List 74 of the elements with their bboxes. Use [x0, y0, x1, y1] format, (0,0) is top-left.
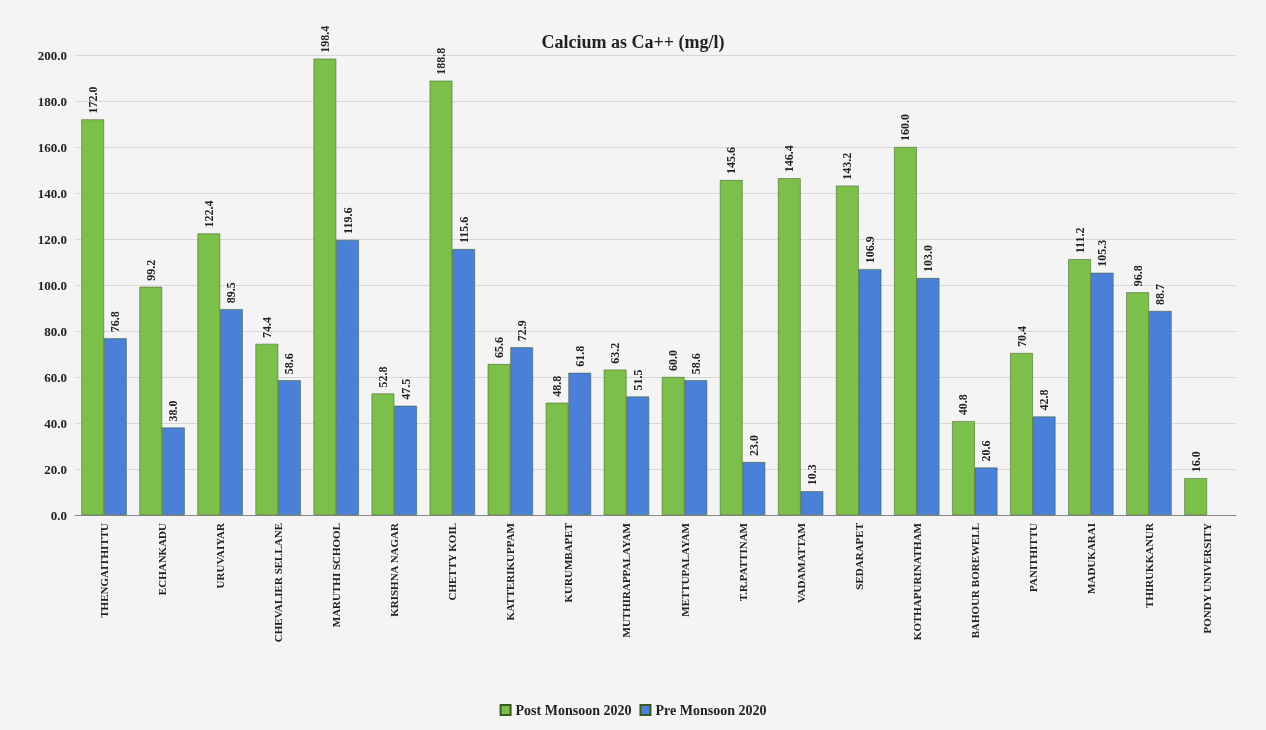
data-label: 99.2	[143, 259, 158, 281]
x-tick-label: BAHOUR BOREWELL	[968, 523, 981, 639]
x-tick-label: SEDARAPET	[852, 522, 865, 590]
x-tick-label: VADAMATTAM	[794, 522, 807, 604]
data-label: 20.6	[979, 440, 994, 462]
data-label: 23.0	[746, 435, 761, 457]
x-tick-label: MARUTHI SCHOOL	[330, 523, 343, 628]
x-tick-label: CHETTY KOIL	[446, 523, 459, 601]
x-tick-label: T.R.PATTINAM	[736, 522, 749, 602]
data-label: 65.6	[492, 337, 507, 359]
data-label: 106.9	[862, 236, 877, 264]
x-tick-label: PONDY UNIVERSITY	[1200, 522, 1213, 634]
data-label: 63.2	[608, 342, 623, 364]
data-label: 51.5	[630, 369, 645, 391]
x-tick-label: KURUMBAPET	[562, 522, 575, 603]
y-tick-label: 40.0	[44, 415, 67, 431]
x-tick-label: MUTHIRAPPALAYAM	[620, 522, 633, 638]
data-label: 72.9	[514, 320, 529, 342]
y-tick-label: 80.0	[44, 323, 67, 339]
data-label: 96.8	[1130, 265, 1145, 287]
data-label: 160.0	[898, 114, 913, 141]
data-label: 103.0	[921, 245, 936, 273]
y-tick-label: 180.0	[37, 93, 67, 109]
x-tick-label: THIRUKKANUR	[1142, 521, 1155, 608]
data-label: 188.8	[434, 47, 449, 75]
x-tick-label: KATTERIKUPPAM	[504, 522, 517, 621]
data-label: 60.0	[666, 350, 681, 371]
x-tick-label: PANITHITTU	[1026, 522, 1039, 592]
x-tick-label: KOTHAPURINATHAM	[910, 522, 923, 641]
x-tick-label: METTUPALAYAM	[678, 522, 691, 617]
data-label: 58.6	[688, 353, 703, 375]
x-tick-label: THENGAITHITTU	[98, 522, 111, 618]
data-label: 48.8	[550, 375, 565, 397]
data-label: 89.5	[224, 282, 239, 304]
chart-title: Calcium as Ca++ (mg/l)	[541, 32, 725, 53]
y-tick-label: 20.0	[44, 461, 67, 477]
bar	[1184, 478, 1207, 515]
data-label: 40.8	[956, 394, 971, 416]
y-tick-label: 140.0	[37, 185, 67, 201]
data-label: 76.8	[108, 311, 123, 333]
x-tick-label: ECHANKADU	[156, 522, 169, 596]
x-tick-label: CHEVALIER SELLANE	[272, 523, 285, 643]
legend-label: Pre Monsoon 2020	[655, 702, 767, 718]
y-tick-label: 120.0	[37, 231, 67, 247]
x-tick-label: URUVAIYAR	[214, 521, 227, 589]
data-label: 115.6	[456, 216, 471, 244]
data-label: 105.3	[1095, 239, 1110, 267]
data-label: 47.5	[398, 378, 413, 400]
data-label: 119.6	[340, 207, 355, 234]
data-label: 70.4	[1014, 326, 1029, 348]
data-label: 198.4	[317, 25, 332, 53]
data-label: 122.4	[201, 200, 216, 228]
legend-label: Post Monsoon 2020	[515, 702, 632, 718]
data-label: 88.7	[1153, 283, 1168, 305]
data-label: 172.0	[85, 86, 100, 114]
data-label: 16.0	[1188, 451, 1203, 473]
y-tick-label: 200.0	[37, 47, 67, 63]
data-label: 52.8	[375, 366, 390, 388]
data-label: 61.8	[572, 345, 587, 367]
y-tick-label: 60.0	[44, 369, 67, 385]
y-tick-label: 100.0	[37, 277, 67, 293]
y-tick-label: 160.0	[37, 139, 67, 155]
x-tick-label: MADUKARAI	[1084, 523, 1097, 594]
data-label: 143.2	[840, 152, 855, 180]
data-label: 10.3	[804, 464, 819, 486]
data-label: 38.0	[166, 400, 181, 422]
data-label: 145.6	[724, 147, 739, 175]
data-label: 146.4	[782, 145, 797, 173]
data-label: 42.8	[1037, 389, 1052, 411]
data-label: 111.2	[1072, 227, 1087, 254]
x-tick-label: KRISHNA NAGAR	[388, 521, 401, 617]
y-tick-label: 0.0	[50, 507, 67, 523]
data-label: 74.4	[259, 316, 274, 338]
data-label: 58.6	[282, 353, 297, 375]
